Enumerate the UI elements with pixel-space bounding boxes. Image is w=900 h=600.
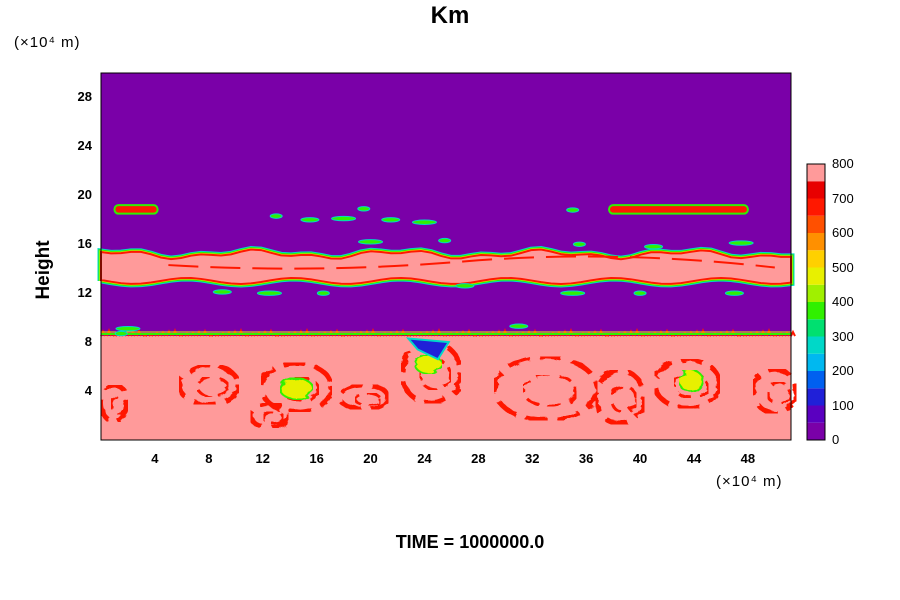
speck-16	[509, 323, 529, 329]
speck-4	[381, 217, 401, 223]
eddy-1	[258, 360, 335, 415]
x-tick-20: 20	[363, 451, 378, 466]
speck-20	[728, 240, 754, 246]
speck-1	[300, 217, 320, 223]
upper-band-streak	[168, 255, 775, 270]
x-tick-32: 32	[525, 451, 540, 466]
colorbar-segment-8	[807, 284, 825, 302]
x-tick-28: 28	[471, 451, 486, 466]
eddy-inner-0	[195, 375, 230, 399]
eddy-core-0	[279, 376, 314, 401]
eddy-inner-6	[766, 380, 792, 406]
speck-7	[212, 289, 232, 295]
colorbar-segment-1	[807, 405, 825, 423]
x-tick-24: 24	[417, 451, 432, 466]
colorbar	[806, 163, 826, 441]
speck-17	[358, 239, 384, 245]
speck-12	[633, 290, 647, 296]
colorbar-segment-3	[807, 371, 825, 389]
speck-15	[114, 330, 128, 337]
speck-10	[455, 283, 475, 289]
eddy-5	[652, 356, 723, 411]
colorbar-segment-0	[807, 422, 825, 440]
plot-area	[97, 72, 799, 441]
x-tick-40: 40	[632, 451, 648, 466]
eddy-4	[491, 354, 600, 423]
speck-2	[331, 215, 357, 222]
y-tick-16: 16	[77, 236, 92, 252]
eddy-9	[593, 367, 647, 427]
colorbar-segment-7	[807, 302, 825, 320]
colorbar-tick-300: 300	[832, 328, 854, 344]
eddy-inner-7	[109, 394, 127, 416]
y-tick-4: 4	[84, 383, 92, 399]
speck-3	[357, 206, 371, 212]
colorbar-segment-4	[807, 353, 825, 371]
speck-21	[438, 237, 452, 244]
colorbar-segment-11	[807, 233, 825, 251]
y-tick-28: 28	[77, 89, 92, 105]
colorbar-segment-6	[807, 319, 825, 337]
speck-8	[256, 290, 282, 296]
colorbar-segment-13	[807, 198, 825, 216]
speck-14	[115, 325, 141, 332]
speck-11	[560, 290, 586, 296]
y-axis-unit: (×10⁴ m)	[14, 34, 81, 51]
speck-6	[566, 207, 580, 213]
eddy-inner-8	[262, 410, 285, 426]
speck-0	[269, 213, 283, 219]
colorbar-frame	[806, 163, 826, 441]
colorbar-segment-9	[807, 267, 825, 285]
eddy-inner-2	[353, 391, 382, 407]
eddy-inner-4	[521, 373, 578, 408]
eddy-2	[336, 382, 391, 412]
speck-19	[644, 244, 664, 250]
low-value-patch	[405, 337, 451, 361]
colorbar-segment-15	[807, 164, 825, 182]
speck-13	[724, 290, 744, 296]
time-annotation: TIME = 1000000.0	[395, 532, 545, 552]
y-tick-24: 24	[77, 138, 92, 154]
speck-5	[411, 219, 437, 225]
x-tick-8: 8	[205, 451, 213, 466]
colorbar-segment-5	[807, 336, 825, 354]
colorbar-segment-10	[807, 250, 825, 268]
speck-18	[572, 241, 586, 247]
colorbar-tick-100: 100	[832, 397, 854, 413]
eddy-6	[750, 366, 799, 416]
lower-layer	[101, 336, 791, 440]
x-tick-36: 36	[578, 451, 594, 466]
eddy-inner-9	[609, 384, 638, 414]
plot-frame	[100, 72, 792, 441]
y-tick-8: 8	[84, 334, 92, 350]
colorbar-tick-400: 400	[832, 294, 854, 309]
thin-layer-0	[113, 204, 159, 215]
x-axis-unit: (×10⁴ m)	[716, 473, 783, 490]
x-tick-44: 44	[686, 451, 702, 466]
speck-9	[316, 290, 330, 296]
y-tick-12: 12	[77, 285, 92, 301]
colorbar-tick-600: 600	[832, 225, 854, 240]
colorbar-tick-500: 500	[832, 259, 854, 275]
colorbar-segment-14	[807, 181, 825, 199]
colorbar-tick-700: 700	[832, 190, 854, 206]
thin-layer-1	[608, 204, 749, 215]
eddy-0	[176, 362, 242, 407]
x-tick-16: 16	[309, 451, 324, 466]
eddy-8	[248, 400, 291, 431]
x-tick-12: 12	[255, 451, 270, 466]
chart-title: Km	[430, 2, 470, 29]
colorbar-segment-12	[807, 215, 825, 233]
eddy-core-2	[678, 369, 705, 394]
colorbar-tick-800: 800	[832, 156, 854, 171]
x-tick-48: 48	[740, 451, 756, 466]
colorbar-tick-0: 0	[832, 432, 840, 447]
colorbar-segment-2	[807, 388, 825, 406]
y-tick-20: 20	[77, 187, 92, 203]
colorbar-tick-200: 200	[832, 363, 854, 378]
x-tick-4: 4	[151, 451, 159, 466]
